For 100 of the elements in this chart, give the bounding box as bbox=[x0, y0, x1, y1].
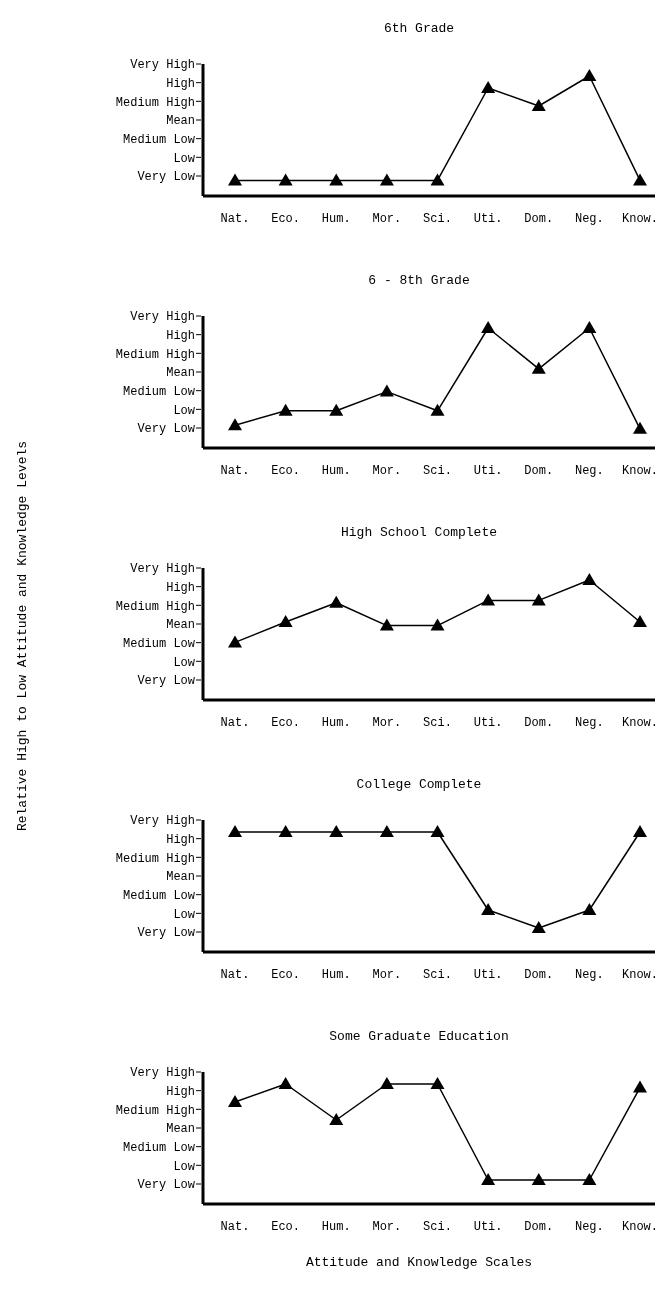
text: Very High bbox=[130, 1066, 195, 1081]
x-tick-label: Uti. bbox=[473, 968, 503, 982]
text: High bbox=[166, 76, 195, 91]
x-tick-label: Eco. bbox=[271, 1220, 301, 1234]
point bbox=[278, 173, 293, 186]
x-tick-label: Nat. bbox=[220, 212, 250, 226]
x-tick-label: Uti. bbox=[473, 212, 503, 226]
text: Very Low bbox=[137, 170, 196, 185]
x-tick-label: Know. bbox=[621, 464, 659, 478]
x-tick-label: Eco. bbox=[271, 212, 301, 226]
text: High bbox=[166, 328, 195, 343]
point bbox=[582, 321, 597, 333]
x-tick-label: Dom. bbox=[524, 1220, 554, 1234]
x-tick-label: Mor. bbox=[372, 1220, 402, 1234]
x-tick-label: Know. bbox=[621, 1220, 659, 1234]
chart-title: College Complete bbox=[356, 777, 482, 792]
point bbox=[481, 81, 496, 93]
x-tick-label: Mor. bbox=[372, 464, 402, 478]
x-tick-label: Know. bbox=[621, 716, 659, 730]
x-tick-label: Mor. bbox=[372, 716, 402, 730]
x-tick-label: Neg. bbox=[574, 716, 604, 730]
x-tick-label: Uti. bbox=[473, 464, 503, 478]
text: Medium High bbox=[115, 851, 195, 866]
chart-title: 6th Grade bbox=[383, 21, 455, 36]
point bbox=[633, 1080, 647, 1093]
x-tick-label: Nat. bbox=[220, 716, 250, 730]
text: Very Low bbox=[137, 1178, 196, 1193]
point bbox=[582, 1173, 597, 1185]
x-tick-label: Sci. bbox=[423, 968, 452, 982]
x-tick-label: Eco. bbox=[271, 968, 301, 982]
text: Medium Low bbox=[122, 384, 196, 399]
y-axis-title: Relative High to Low Attitude and Knowledge Levels bbox=[15, 440, 30, 832]
point bbox=[481, 1173, 496, 1185]
point bbox=[329, 173, 344, 186]
x-tick-label: Eco. bbox=[271, 716, 301, 730]
text: Mean bbox=[166, 114, 195, 129]
point bbox=[633, 173, 647, 186]
text: Medium Low bbox=[122, 1140, 196, 1155]
point bbox=[228, 418, 242, 431]
point bbox=[430, 173, 445, 186]
text: High bbox=[166, 832, 195, 847]
point bbox=[531, 593, 546, 606]
point bbox=[379, 173, 394, 186]
point bbox=[329, 595, 344, 608]
x-tick-label: Dom. bbox=[524, 716, 554, 730]
x-tick-label: Hum. bbox=[321, 212, 351, 226]
point bbox=[430, 618, 445, 631]
x-tick-label: Hum. bbox=[321, 716, 351, 730]
text: Medium Low bbox=[122, 132, 196, 147]
text: Very High bbox=[130, 310, 195, 325]
x-tick-label: Nat. bbox=[220, 1220, 250, 1234]
point bbox=[633, 421, 647, 434]
x-tick-label: Dom. bbox=[524, 464, 554, 478]
text: Medium High bbox=[115, 1103, 195, 1118]
point bbox=[278, 615, 293, 627]
x-tick-label: Neg. bbox=[574, 968, 604, 982]
point bbox=[582, 573, 597, 585]
x-tick-label: Sci. bbox=[423, 1220, 452, 1234]
text: Very High bbox=[130, 58, 195, 73]
chart-title: 6 - 8th Grade bbox=[368, 273, 470, 288]
text: High bbox=[166, 1084, 195, 1099]
text: Very High bbox=[130, 562, 195, 577]
point bbox=[481, 593, 496, 606]
x-tick-label: Sci. bbox=[423, 464, 452, 478]
text: Mean bbox=[166, 1122, 195, 1137]
text: Mean bbox=[166, 366, 195, 381]
x-tick-label: Uti. bbox=[473, 1220, 503, 1234]
x-tick-label: Mor. bbox=[372, 212, 402, 226]
point bbox=[430, 403, 445, 416]
text: Medium Low bbox=[122, 636, 196, 651]
x-tick-label: Sci. bbox=[423, 212, 452, 226]
text: Medium High bbox=[115, 347, 195, 362]
point bbox=[228, 1095, 242, 1107]
x-tick-label: Nat. bbox=[220, 464, 250, 478]
text: Mean bbox=[166, 618, 195, 633]
point bbox=[228, 635, 242, 648]
point bbox=[228, 173, 242, 186]
text: Medium High bbox=[115, 599, 195, 614]
x-tick-label: Neg. bbox=[574, 1220, 604, 1234]
text: Low bbox=[173, 907, 196, 922]
text: High bbox=[166, 580, 195, 595]
point bbox=[278, 1077, 293, 1089]
point bbox=[329, 403, 344, 416]
text: Very Low bbox=[137, 674, 196, 689]
chart-title: High School Complete bbox=[340, 525, 498, 540]
point bbox=[430, 1077, 445, 1089]
point bbox=[582, 69, 597, 81]
text: Low bbox=[173, 151, 196, 166]
x-tick-label: Know. bbox=[621, 968, 659, 982]
point bbox=[379, 384, 394, 397]
point bbox=[278, 403, 293, 416]
x-tick-label: Neg. bbox=[574, 212, 604, 226]
text: Low bbox=[173, 403, 196, 418]
text: Medium High bbox=[115, 95, 195, 110]
x-tick-label: Eco. bbox=[271, 464, 301, 478]
point bbox=[379, 618, 394, 631]
x-tick-label: Hum. bbox=[321, 464, 351, 478]
text: Medium Low bbox=[122, 888, 196, 903]
x-tick-label: Dom. bbox=[524, 968, 554, 982]
chart-title: Some Graduate Education bbox=[329, 1029, 509, 1044]
